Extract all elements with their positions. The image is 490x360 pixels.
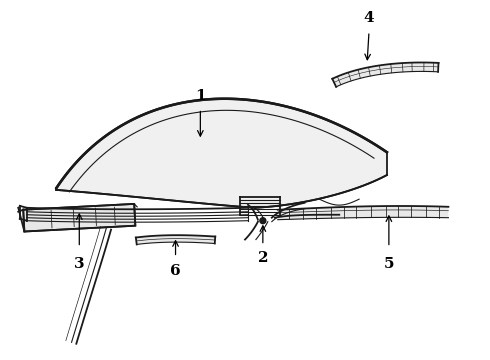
- Text: 1: 1: [195, 89, 206, 103]
- PathPatch shape: [56, 99, 387, 208]
- Text: 2: 2: [258, 251, 268, 265]
- Text: 4: 4: [364, 11, 374, 25]
- Circle shape: [260, 218, 266, 224]
- PathPatch shape: [278, 206, 448, 220]
- PathPatch shape: [332, 63, 439, 87]
- PathPatch shape: [23, 204, 135, 231]
- Text: 5: 5: [384, 257, 394, 271]
- Text: 3: 3: [74, 257, 85, 271]
- Text: 6: 6: [170, 264, 181, 278]
- PathPatch shape: [136, 235, 215, 244]
